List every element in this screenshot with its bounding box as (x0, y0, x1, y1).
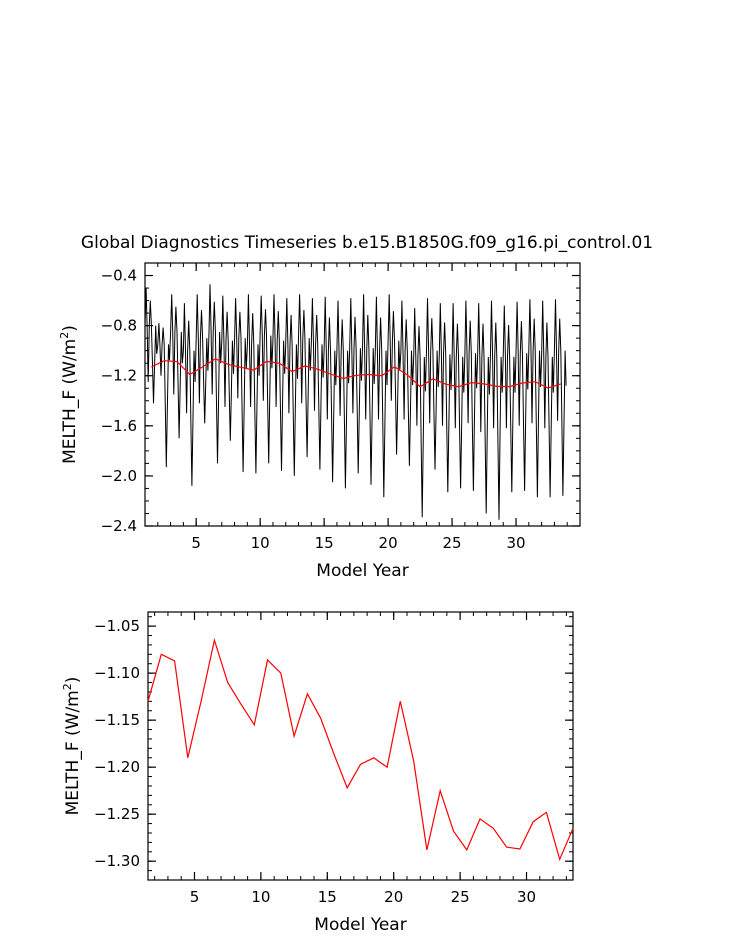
y-tick-label: −1.20 (94, 758, 140, 776)
y-axis-title-main: MELTH_F (W/m (60, 339, 80, 464)
y-axis-title-main: MELTH_F (W/m (63, 690, 83, 815)
x-tick-label: 20 (379, 534, 398, 552)
top-panel: 5 10 15 20 25 30 −2.4 −2.0 −1.6 −1.2 −0.8 −0.4 Model… (58, 262, 581, 581)
chart-title: Global Diagnostics Timeseries b.e15.B185… (81, 233, 653, 253)
x-tick-label: 30 (517, 888, 536, 906)
x-axis-title: Model Year (314, 915, 406, 935)
x-tick-label: 10 (251, 534, 270, 552)
x-tick-label: 20 (384, 888, 403, 906)
x-tick-label: 25 (451, 888, 470, 906)
y-axis-title-end: ) (60, 325, 80, 332)
y-tick-label: −0.8 (101, 317, 137, 335)
y-axis-title: MELTH_F (W/m2) (61, 677, 83, 816)
y-tick-label: −2.4 (101, 517, 137, 535)
y-tick-label: −1.2 (101, 367, 137, 385)
x-tick-label: 5 (191, 534, 201, 552)
x-tick-label: 15 (315, 534, 334, 552)
y-axis-title-sup: 2 (58, 332, 71, 339)
x-tick-label: 25 (443, 534, 462, 552)
monthly-series-line (144, 284, 567, 520)
x-tick-label: 30 (506, 534, 525, 552)
y-tick-label: −1.25 (94, 805, 140, 823)
y-tick-label: −1.30 (94, 852, 140, 870)
annual-mean-series-line (147, 637, 574, 862)
y-tick-label: −0.4 (101, 267, 137, 285)
y-tick-label: −1.15 (94, 711, 140, 729)
y-tick-label: −2.0 (101, 467, 137, 485)
bottom-panel: 5 10 15 20 25 30 −1.30 −1.25 −1.20 −1.15 −1.10 −1.0… (61, 611, 574, 935)
y-axis-title: MELTH_F (W/m2) (58, 325, 80, 464)
x-axis-title: Model Year (316, 561, 408, 581)
y-axis-title-sup: 2 (61, 683, 74, 690)
y-tick-label: −1.6 (101, 417, 137, 435)
x-tick-label: 5 (190, 888, 200, 906)
plot-frame (147, 611, 574, 881)
y-tick-label: −1.05 (94, 617, 140, 635)
y-axis-title-end: ) (63, 677, 83, 684)
y-tick-label: −1.10 (94, 664, 140, 682)
x-tick-label: 15 (318, 888, 337, 906)
annual-mean-line (151, 358, 561, 389)
x-tick-label: 10 (251, 888, 270, 906)
